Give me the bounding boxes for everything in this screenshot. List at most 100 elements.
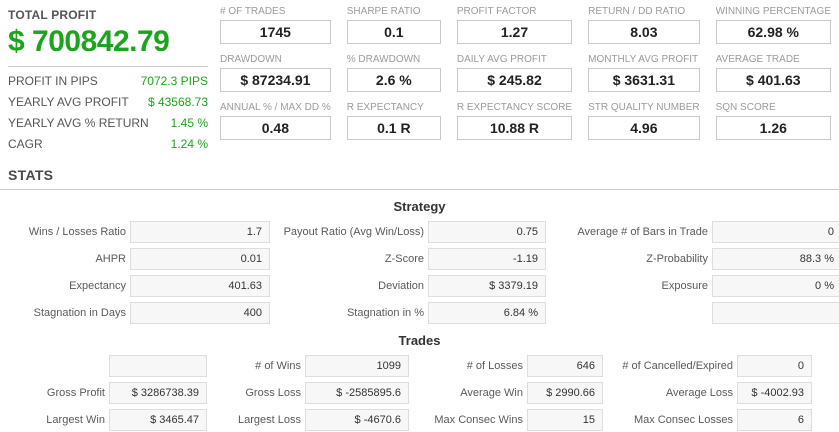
metric-cell: % DRAWDOWN 2.6 % [346, 54, 441, 92]
stat-label: Z-Probability [646, 253, 708, 265]
metric-value-box: 4.96 [588, 116, 700, 140]
metric-label: WINNING PERCENTAGE [715, 6, 831, 17]
metric-cell: # OF TRADES 1745 [220, 6, 331, 44]
stat-value-box: 401.63 [130, 275, 270, 297]
stat-value-box: 400 [130, 302, 270, 324]
trades-section-title: Trades [398, 333, 441, 348]
metric-value-box: 1.27 [456, 20, 573, 44]
stat-label: Z-Score [384, 253, 424, 265]
metric-cell: SQN SCORE 1.26 [715, 102, 831, 140]
summary-divider [8, 66, 208, 67]
metric-cell: DRAWDOWN $ 87234.91 [220, 54, 331, 92]
stat-value-box: 0 [712, 221, 839, 243]
metric-value-box: 8.03 [588, 20, 700, 44]
summary-rows: PROFIT IN PIPS 7072.3 PIPS YEARLY AVG PR… [8, 71, 208, 155]
metric-cell: ANNUAL % / MAX DD % 0.48 [220, 102, 331, 140]
metric-cell: MONTHLY AVG PROFIT $ 3631.31 [588, 54, 700, 92]
metric-value-box: $ 87234.91 [220, 68, 331, 92]
stat-value-box: $ 3379.19 [428, 275, 546, 297]
metric-label: SQN SCORE [715, 102, 776, 113]
metric-cell: STR QUALITY NUMBER 4.96 [588, 102, 700, 140]
summary-row: CAGR 1.24 % [8, 134, 208, 155]
metric-cell: DAILY AVG PROFIT $ 245.82 [456, 54, 573, 92]
metric-value-box: 1.26 [715, 116, 831, 140]
trades-grid: # of Wins 1099 # of Losses 646 # of Canc… [0, 355, 839, 432]
stat-label: Deviation [378, 280, 424, 292]
summary-row-label: CAGR [8, 137, 43, 151]
stat-label: Expectancy [69, 280, 126, 292]
summary-row-value: $ 43568.73 [147, 95, 208, 109]
stat-label: Stagnation in Days [33, 307, 126, 319]
metric-value-box: $ 3631.31 [588, 68, 700, 92]
stat-value-box: 0.01 [130, 248, 270, 270]
metric-value-box: 0.48 [220, 116, 331, 140]
strategy-section: Strategy Wins / Losses Ratio 1.7 Payout … [0, 199, 839, 324]
metric-label: # OF TRADES [220, 6, 286, 17]
metric-cell: PROFIT FACTOR 1.27 [456, 6, 573, 44]
stat-label: # of Wins [255, 360, 301, 372]
stat-label: Max Consec Losses [633, 414, 733, 426]
top-area: TOTAL PROFIT $ 700842.79 PROFIT IN PIPS … [0, 0, 839, 155]
summary-row: YEARLY AVG PROFIT $ 43568.73 [8, 92, 208, 113]
summary-row: YEARLY AVG % RETURN 1.45 % [8, 113, 208, 134]
stats-section-header: STATS [0, 167, 839, 190]
stat-value-box: -1.19 [428, 248, 546, 270]
summary-row: PROFIT IN PIPS 7072.3 PIPS [8, 71, 208, 92]
metric-label: DRAWDOWN [220, 54, 282, 65]
stat-label: # of Losses [466, 360, 523, 372]
metric-label: STR QUALITY NUMBER [588, 102, 700, 113]
summary-row-label: YEARLY AVG % RETURN [8, 116, 149, 130]
stat-label: Stagnation in % [346, 307, 424, 319]
summary-row-value: 1.45 % [170, 116, 208, 130]
metric-label: PROFIT FACTOR [456, 6, 537, 17]
stat-label: AHPR [95, 253, 126, 265]
metric-cell: SHARPE RATIO 0.1 [346, 6, 441, 44]
stat-label: Gross Profit [46, 387, 105, 399]
total-profit-title: TOTAL PROFIT [8, 8, 97, 22]
stat-value-box: 88.3 % [712, 248, 839, 270]
metric-value-box: 2.6 % [346, 68, 441, 92]
summary-row-label: YEARLY AVG PROFIT [8, 95, 129, 109]
stat-value-box [712, 302, 839, 324]
stat-value-box: 1.7 [130, 221, 270, 243]
strategy-grid: Wins / Losses Ratio 1.7 Payout Ratio (Av… [0, 221, 839, 324]
metric-label: % DRAWDOWN [346, 54, 421, 65]
summary-row-label: PROFIT IN PIPS [8, 74, 98, 88]
metric-value-box: 0.1 R [346, 116, 441, 140]
metric-cell: R EXPECTANCY SCORE 10.88 R [456, 102, 573, 140]
trades-section: Trades # of Wins 1099 # of Losses 646 # … [0, 333, 839, 432]
stat-label: Average # of Bars in Trade [577, 226, 708, 238]
metric-value-box: 0.1 [346, 20, 441, 44]
metric-label: RETURN / DD RATIO [588, 6, 686, 17]
metric-label: SHARPE RATIO [346, 6, 421, 17]
stat-label: Max Consec Wins [434, 414, 523, 426]
stat-label: Average Win [460, 387, 523, 399]
stat-value-box [109, 355, 207, 377]
stat-label: # of Cancelled/Expired [622, 360, 733, 372]
stat-value-box: 6.84 % [428, 302, 546, 324]
stat-value-box: 6 [737, 409, 812, 431]
metric-label: ANNUAL % / MAX DD % [220, 102, 331, 113]
metric-value-box: $ 401.63 [715, 68, 831, 92]
stat-label: Wins / Losses Ratio [28, 226, 126, 238]
metric-label: R EXPECTANCY SCORE [456, 102, 573, 113]
strategy-section-title: Strategy [393, 199, 446, 214]
stat-value-box: $ -4002.93 [737, 382, 812, 404]
metric-value-box: 1745 [220, 20, 331, 44]
metric-cell: AVERAGE TRADE $ 401.63 [715, 54, 831, 92]
stat-value-box: 1099 [305, 355, 409, 377]
stat-value-box: $ -4670.6 [305, 409, 409, 431]
stat-label: Largest Win [46, 414, 105, 426]
stat-value-box: 0 [737, 355, 812, 377]
stat-value-box: 0 % [712, 275, 839, 297]
metric-cell: R EXPECTANCY 0.1 R [346, 102, 441, 140]
stat-label: Gross Loss [245, 387, 301, 399]
metric-label: DAILY AVG PROFIT [456, 54, 547, 65]
metric-label: MONTHLY AVG PROFIT [588, 54, 699, 65]
metric-label: AVERAGE TRADE [715, 54, 800, 65]
stat-value-box: $ 2990.66 [527, 382, 603, 404]
stat-label: Average Loss [665, 387, 733, 399]
metric-value-box: 62.98 % [715, 20, 831, 44]
metric-cell: RETURN / DD RATIO 8.03 [588, 6, 700, 44]
stat-value-box: 646 [527, 355, 603, 377]
